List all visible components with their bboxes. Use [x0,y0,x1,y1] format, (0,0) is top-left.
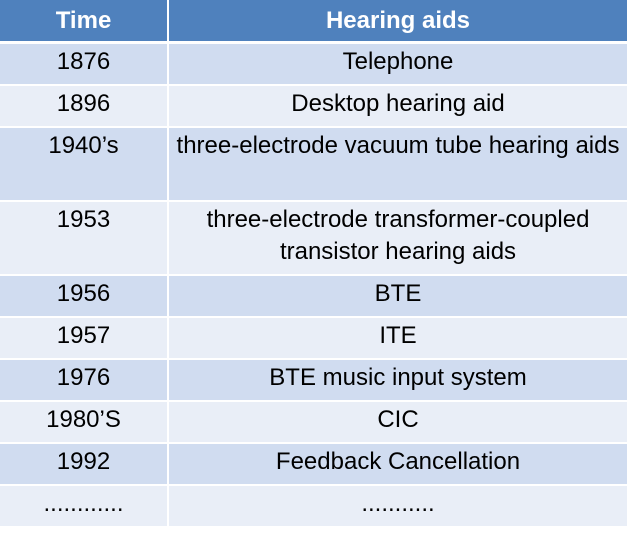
table-row: 1957 ITE [0,316,627,360]
hearing-aid-cell: Feedback Cancellation [168,442,627,486]
time-cell: 1953 [0,200,169,276]
hearing-aid-cell: Desktop hearing aid [168,84,627,128]
hearing-aid-cell: BTE [168,274,627,318]
time-cell: 1956 [0,274,169,318]
hearing-aid-cell: three-electrode transformer-coupled tran… [168,200,627,276]
hearing-aid-cell: ITE [168,316,627,360]
hearing-aid-cell: CIC [168,400,627,444]
table-row: 1940’s three-electrode vacuum tube heari… [0,126,627,202]
header-time: Time [0,0,169,44]
table-row: 1956 BTE [0,274,627,318]
time-cell: ............ [0,484,169,528]
table-header-row: Time Hearing aids [0,0,627,44]
header-hearing-aids: Hearing aids [168,0,627,44]
table-row: 1976 BTE music input system [0,358,627,402]
time-cell: 1896 [0,84,169,128]
time-cell: 1976 [0,358,169,402]
table-row: 1876 Telephone [0,42,627,86]
time-cell: 1940’s [0,126,169,202]
table-row: 1980’S CIC [0,400,627,444]
hearing-aid-cell: ........... [168,484,627,528]
time-cell: 1876 [0,42,169,86]
hearing-aid-cell: Telephone [168,42,627,86]
table-row: 1953 three-electrode transformer-coupled… [0,200,627,276]
time-cell: 1992 [0,442,169,486]
table-row: 1896 Desktop hearing aid [0,84,627,128]
table-row: ............ ........... [0,484,627,528]
hearing-aid-cell: three-electrode vacuum tube hearing aids [168,126,627,202]
time-cell: 1957 [0,316,169,360]
time-cell: 1980’S [0,400,169,444]
hearing-aid-cell: BTE music input system [168,358,627,402]
table-row: 1992 Feedback Cancellation [0,442,627,486]
